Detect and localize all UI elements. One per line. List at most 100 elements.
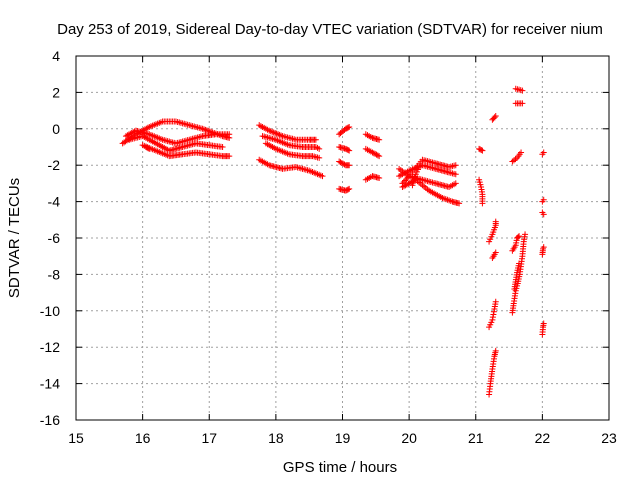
data-point-marker [516,260,523,267]
series-track [336,158,353,169]
data-point-marker [267,128,274,135]
series-track [539,320,547,338]
series-track [511,260,523,292]
y-tick-label: -6 [48,230,61,246]
series-track [539,196,547,205]
data-point-marker [516,233,523,240]
data-point-marker [372,150,379,157]
data-point-marker [199,125,206,132]
data-point-marker [346,123,353,130]
y-tick-label: 0 [52,121,60,137]
data-point-marker [376,136,383,143]
series-track [259,133,323,152]
x-tick-label: 19 [335,430,351,446]
data-point-marker [540,211,547,218]
series-track [486,218,499,245]
data-point-marker [272,130,279,137]
data-point-marker [479,200,486,207]
data-point-marker [492,113,499,120]
data-point-marker [540,320,547,327]
series-track [336,123,353,138]
data-point-marker [312,136,319,143]
y-tick-label: -14 [40,376,60,392]
data-point-marker [452,162,459,169]
series-track [256,156,326,180]
x-tick-label: 21 [468,430,484,446]
data-point-marker [540,196,547,203]
data-point-marker [452,180,459,187]
data-point-marker [374,152,381,159]
series-track [489,249,499,262]
series-track [336,185,353,194]
series-track [509,233,523,254]
data-point-marker [269,128,276,135]
series-track [512,85,526,94]
data-point-marker [416,164,423,171]
data-point-marker [316,145,323,152]
y-tick-label: -2 [48,157,61,173]
data-point-marker [376,153,383,160]
series-track [512,100,526,107]
data-point-marker [201,126,208,133]
data-point-marker [346,185,353,192]
data-point-marker [519,87,526,94]
data-point-marker [492,249,499,256]
series-track [362,173,383,183]
data-point-marker [518,149,525,156]
data-point-marker [337,159,344,166]
y-tick-label: 4 [52,48,60,64]
series-track [509,149,525,165]
series-track [336,144,353,154]
data-point-marker [492,218,499,225]
x-tick-label: 20 [401,430,417,446]
series-track [489,113,499,123]
y-tick-label: -8 [48,266,61,282]
data-point-marker [340,160,347,167]
chart-title: Day 253 of 2019, Sidereal Day-to-day VTE… [57,21,603,38]
y-tick-label: -10 [40,303,60,319]
x-tick-label: 18 [268,430,284,446]
data-point-marker [346,162,353,169]
data-point-marker [452,171,459,178]
data-point-marker [338,160,345,167]
data-point-marker [404,174,411,181]
data-point-marker [373,151,380,158]
y-tick-label: -12 [40,339,60,355]
series-track [476,176,486,207]
data-point-marker [345,147,352,154]
data-point-marker [144,124,151,131]
data-point-marker [345,186,352,193]
data-point-marker [266,127,273,134]
data-point-marker [226,131,233,138]
series-track [539,149,547,158]
data-point-marker [278,132,285,139]
series-track [139,142,233,160]
y-tick-label: -16 [40,412,60,428]
series-track [539,209,547,218]
data-point-marker [492,347,499,354]
data-point-marker [219,144,226,150]
data-point-marker [203,127,210,134]
x-tick-label: 23 [601,430,617,446]
data-point-marker [145,145,152,152]
data-point-marker [492,298,499,305]
y-axis-label: SDTVAR / TECUs [6,178,23,298]
y-tick-label: -4 [48,194,61,210]
series-track [509,231,529,316]
series-track [362,131,383,143]
x-axis-label: GPS time / hours [283,459,397,476]
series-track [476,145,486,154]
data-point-marker [336,158,343,165]
data-point-marker [226,153,233,160]
data-point-marker [540,149,547,156]
data-point-marker [540,244,547,251]
x-tick-label: 17 [201,430,217,446]
series-track [262,140,323,161]
data-point-marker [319,173,326,180]
data-point-marker [479,147,486,154]
data-points [119,85,547,398]
x-tick-label: 22 [535,430,551,446]
y-tick-label: 2 [52,84,60,100]
y-tick-labels: 4 2 0 -2 -4 -6 -8 -10 -12 -14 -16 [40,48,60,428]
